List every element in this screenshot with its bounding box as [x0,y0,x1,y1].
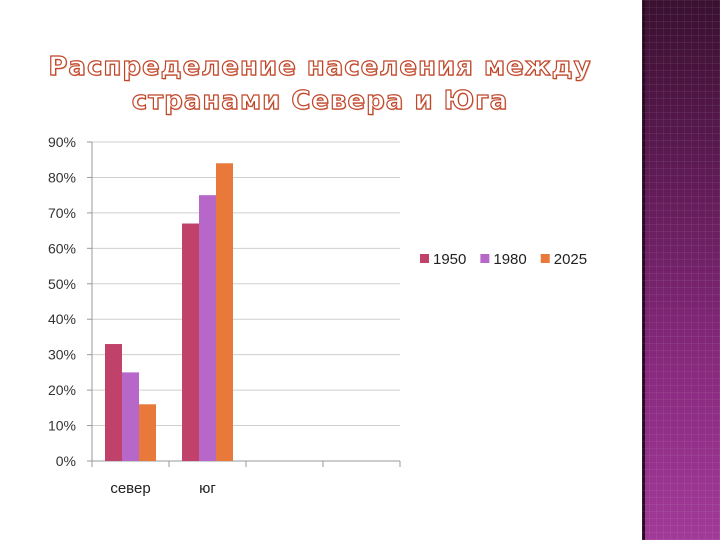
legend-swatch [420,254,429,263]
title-line-1: Распределение населения между [48,51,592,82]
y-tick-label: 10% [48,418,76,434]
legend-label: 2025 [554,251,587,268]
title-line-2: странами Севера и Юга [131,85,509,116]
legend-swatch [540,254,550,263]
y-tick-label: 20% [48,382,76,398]
y-tick-label: 90% [48,134,76,150]
bar-1950-юг [182,223,199,461]
bar-2025-север [139,404,156,461]
legend-swatch [480,254,490,263]
y-tick-label: 40% [48,311,76,327]
y-tick-label: 0% [56,453,76,469]
bar-1950-север [105,344,122,461]
decorative-side-panel [642,0,720,540]
bar-1980-север [122,372,139,461]
slide-title: Распределение населения между странами С… [40,50,600,118]
legend-label: 1950 [433,251,466,268]
y-tick-label: 50% [48,276,76,292]
bar-2025-юг [216,163,233,461]
y-tick-label: 30% [48,347,76,363]
category-label: север [110,480,150,497]
y-tick-label: 80% [48,169,76,185]
y-tick-label: 60% [48,240,76,256]
bar-1980-юг [199,195,216,461]
y-tick-label: 70% [48,205,76,221]
legend-label: 1980 [493,251,526,268]
category-label: юг [199,480,216,497]
